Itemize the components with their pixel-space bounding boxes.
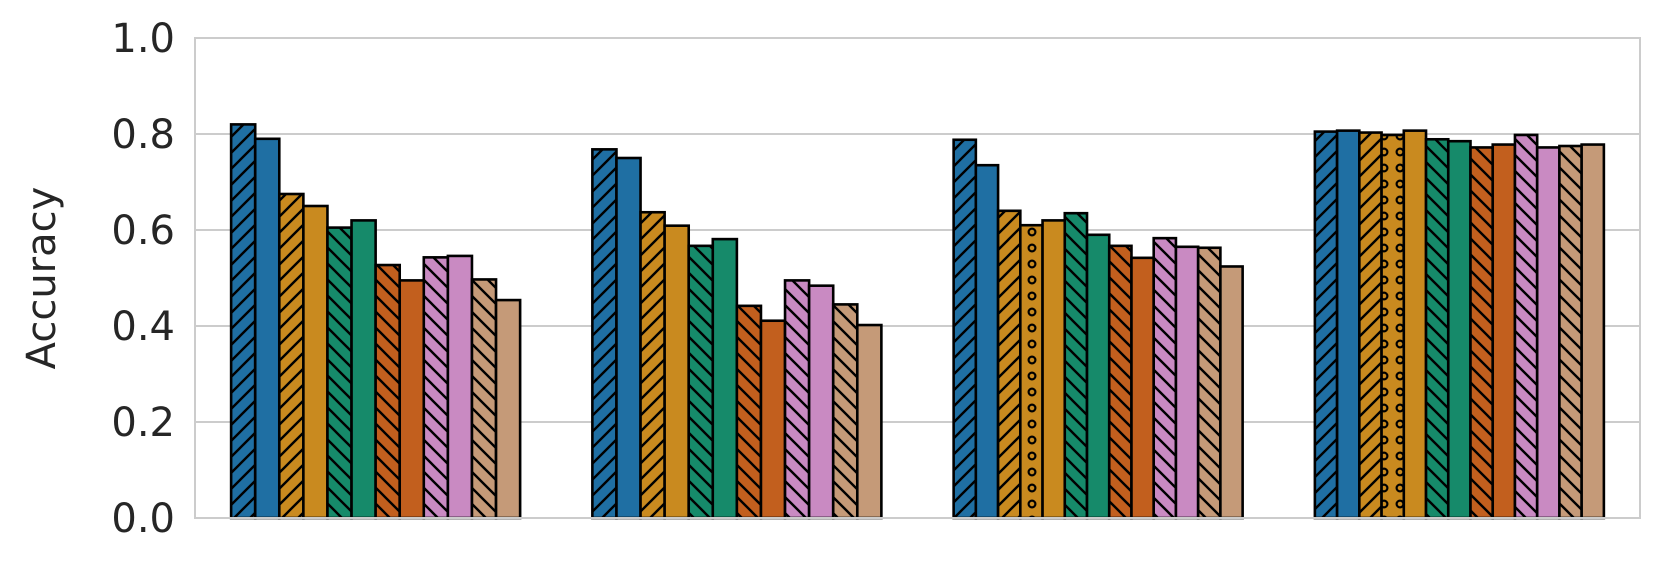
bar <box>735 304 763 520</box>
bar <box>422 256 450 520</box>
bar <box>952 138 978 520</box>
bar <box>374 263 402 520</box>
y-tick-label: 0.2 <box>111 400 175 446</box>
y-axis-label: Accuracy <box>19 187 65 370</box>
bar <box>1174 245 1200 520</box>
bar <box>302 204 329 520</box>
bar <box>1580 143 1606 520</box>
bar <box>1085 233 1111 520</box>
bar-group-1 <box>229 123 522 520</box>
bar <box>229 123 257 520</box>
y-tick-label: 0.0 <box>111 496 175 542</box>
bar <box>253 137 281 520</box>
bar <box>759 319 787 520</box>
bar <box>1513 133 1539 520</box>
bar <box>1107 244 1133 520</box>
bar <box>639 210 666 520</box>
bar <box>783 279 811 520</box>
bar <box>398 279 426 520</box>
bar-group-2 <box>591 148 883 520</box>
bar <box>277 192 305 520</box>
bar <box>1358 131 1383 520</box>
y-tick-label: 1.0 <box>111 16 175 62</box>
bar <box>807 284 835 520</box>
bar <box>711 237 739 520</box>
y-tick-label: 0.6 <box>111 208 175 254</box>
bar <box>326 226 353 520</box>
bar <box>1402 129 1428 520</box>
y-tick-label: 0.8 <box>111 112 175 158</box>
bar <box>350 219 377 520</box>
y-tick-label: 0.4 <box>111 304 175 350</box>
bar <box>1196 246 1222 520</box>
bar <box>974 163 1000 520</box>
bar <box>615 156 642 520</box>
bar <box>494 298 522 520</box>
bar <box>1446 139 1472 520</box>
bar <box>1491 143 1517 520</box>
bar <box>996 209 1022 520</box>
bar <box>1313 130 1339 520</box>
bar <box>1535 146 1561 520</box>
bar <box>1335 129 1361 520</box>
bar <box>1063 211 1089 520</box>
bar <box>446 254 474 520</box>
bar <box>687 244 715 520</box>
bar <box>1219 265 1244 520</box>
bar <box>663 224 691 520</box>
bar <box>470 278 498 520</box>
bar <box>1130 256 1156 520</box>
bar <box>1424 137 1450 520</box>
bar <box>1041 219 1067 520</box>
bar-group-4 <box>1313 129 1606 520</box>
y-tick-labels: 0.0 0.2 0.4 0.6 0.8 1.0 <box>111 16 175 542</box>
bar <box>1380 133 1406 520</box>
bar <box>831 303 859 520</box>
bar <box>1152 236 1178 520</box>
bar <box>1469 146 1495 520</box>
plot-frame <box>194 37 1641 519</box>
bar <box>591 148 618 520</box>
bar <box>855 323 883 520</box>
bar <box>1019 223 1044 520</box>
bar <box>1558 144 1583 520</box>
